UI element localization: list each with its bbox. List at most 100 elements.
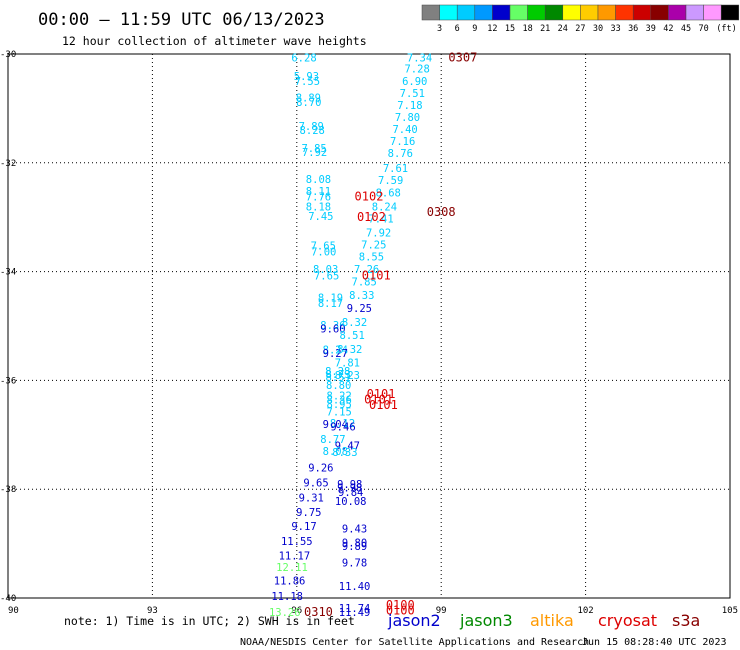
note-text: note: 1) Time is in UTC; 2) SWH is in fe… xyxy=(64,614,355,628)
wave-height-label: 8.51 xyxy=(340,330,365,342)
y-axis: -30 -32 -34 -36 -38 -40 xyxy=(0,50,16,604)
wave-height-label: 7.61 xyxy=(383,163,408,175)
pass-label: 0102 xyxy=(357,210,386,224)
pass-label: 0101 xyxy=(364,392,393,406)
wave-height-label: 12.11 xyxy=(276,562,308,574)
color-scale-tick: 45 xyxy=(681,24,691,34)
wave-height-label: 9.78 xyxy=(342,558,367,570)
wave-height-label: 9.26 xyxy=(308,462,333,474)
y-tick-label: -38 xyxy=(0,485,16,495)
color-scale-tick: 12 xyxy=(487,24,497,34)
wave-height-label: 8.28 xyxy=(325,366,350,378)
wave-height-label: 11.40 xyxy=(339,581,371,593)
wave-height-label: 7.65 xyxy=(311,240,336,252)
wave-height-label: 8.11 xyxy=(306,186,331,198)
satellite-legend-item: jason3 xyxy=(459,611,513,630)
color-swatch xyxy=(615,4,634,21)
wave-height-label: 11.49 xyxy=(339,607,371,619)
pass-label: 0308 xyxy=(427,205,456,219)
wave-height-label: 9.17 xyxy=(291,521,316,533)
wave-height-label: 7.51 xyxy=(400,88,425,100)
wave-height-label: 8.33 xyxy=(349,290,374,302)
wave-height-label: 5.93 xyxy=(294,71,319,83)
color-scale-tick: 21 xyxy=(540,24,550,34)
color-swatch xyxy=(703,4,722,21)
wave-height-label: 9.46 xyxy=(330,422,355,434)
wave-height-label: 8.18 xyxy=(306,201,331,213)
wave-height-label: 8.19 xyxy=(318,293,343,305)
x-tick-label: 105 xyxy=(722,606,738,616)
grid-lines xyxy=(8,54,730,598)
x-tick-label: 90 xyxy=(8,606,19,616)
wave-height-label: 9.04 xyxy=(323,419,348,431)
wave-height-label: 8.28 xyxy=(300,125,325,137)
color-swatch xyxy=(650,4,669,21)
footer-timestamp: Jun 15 08:28:40 UTC 2023 xyxy=(582,637,727,648)
color-swatch xyxy=(580,4,599,21)
wave-height-label: 9.25 xyxy=(347,303,372,315)
color-scale-tick: 6 xyxy=(455,24,460,34)
wave-height-label: 8.33 xyxy=(332,447,357,459)
wave-height-label: 11.74 xyxy=(339,603,371,615)
wave-height-label: 9.89 xyxy=(342,541,367,553)
y-tick-label: -34 xyxy=(0,268,16,278)
pass-label: 0307 xyxy=(448,50,477,64)
wave-height-label: 9.65 xyxy=(303,478,328,490)
plot-frame xyxy=(7,53,731,599)
color-swatch xyxy=(720,4,740,21)
wave-height-label: 8.36 xyxy=(327,394,352,406)
wave-height-label: 8.36 xyxy=(320,320,345,332)
color-swatch xyxy=(685,4,704,21)
wave-height-label: 9.98 xyxy=(337,479,362,491)
x-tick-label: 102 xyxy=(577,606,593,616)
wave-height-label: 8.08 xyxy=(306,174,331,186)
wave-height-label: 9.47 xyxy=(335,441,360,453)
x-axis: 90 93 96 99 102 105 xyxy=(8,606,738,616)
data-labels: 6.285.937.558.898.707.898.287.857.928.08… xyxy=(269,50,477,619)
wave-height-label: 7.16 xyxy=(390,136,415,148)
color-scale-legend: 3 6 9 12 15 18 21 24 27 30 33 36 39 42 45 70 (ft) xyxy=(421,4,740,34)
wave-height-label: 8.22 xyxy=(327,391,352,403)
color-swatch xyxy=(456,4,476,21)
color-swatch xyxy=(474,4,493,21)
color-swatch xyxy=(509,4,528,21)
color-scale-tick: 27 xyxy=(575,24,585,34)
color-scale-tick: 39 xyxy=(646,24,656,34)
wave-height-label: 7.00 xyxy=(311,246,336,258)
pass-label: 0100 xyxy=(386,598,415,612)
color-scale-tick: 18 xyxy=(522,24,532,34)
color-scale-tick: 36 xyxy=(628,24,638,34)
chart-subtitle: 12 hour collection of altimeter wave hei… xyxy=(62,34,367,48)
wave-height-label: 13.26 xyxy=(269,607,301,619)
pass-label: 0101 xyxy=(367,387,396,401)
satellite-legend-item: cryosat xyxy=(598,611,657,630)
wave-height-label: 7.89 xyxy=(299,121,324,133)
color-swatch xyxy=(632,4,652,21)
color-swatch xyxy=(668,4,687,21)
wave-height-label: 8.76 xyxy=(388,148,413,160)
wave-height-label: 7.26 xyxy=(354,264,379,276)
pass-label: 0101 xyxy=(362,268,391,282)
wave-height-label: 7.92 xyxy=(302,147,327,159)
wave-height-label: 7.34 xyxy=(407,52,432,64)
wave-height-label: 8.32 xyxy=(337,344,362,356)
pass-label: 0310 xyxy=(304,605,333,619)
wave-height-label: 9.98 xyxy=(337,483,362,495)
x-tick-label: 96 xyxy=(291,606,302,616)
wave-height-label: 8.03 xyxy=(313,264,338,276)
color-swatch xyxy=(439,4,458,21)
wave-height-label: 7.80 xyxy=(395,112,420,124)
pass-label: 0100 xyxy=(386,604,415,618)
wave-height-label: 8.51 xyxy=(326,372,351,384)
color-scale-tick: 3 xyxy=(437,24,442,34)
wave-height-label: 8.80 xyxy=(326,380,351,392)
wave-height-label: 8.17 xyxy=(318,298,343,310)
wave-height-label: 8.77 xyxy=(320,434,345,446)
color-swatch xyxy=(544,4,564,21)
x-tick-label: 93 xyxy=(147,606,158,616)
wave-height-label: 11.86 xyxy=(274,576,306,588)
wave-height-label: 8.12 xyxy=(330,418,355,430)
wave-height-label: 7.25 xyxy=(361,239,386,251)
wave-height-label: 9.31 xyxy=(299,492,324,504)
wave-height-label: 6.90 xyxy=(402,76,427,88)
